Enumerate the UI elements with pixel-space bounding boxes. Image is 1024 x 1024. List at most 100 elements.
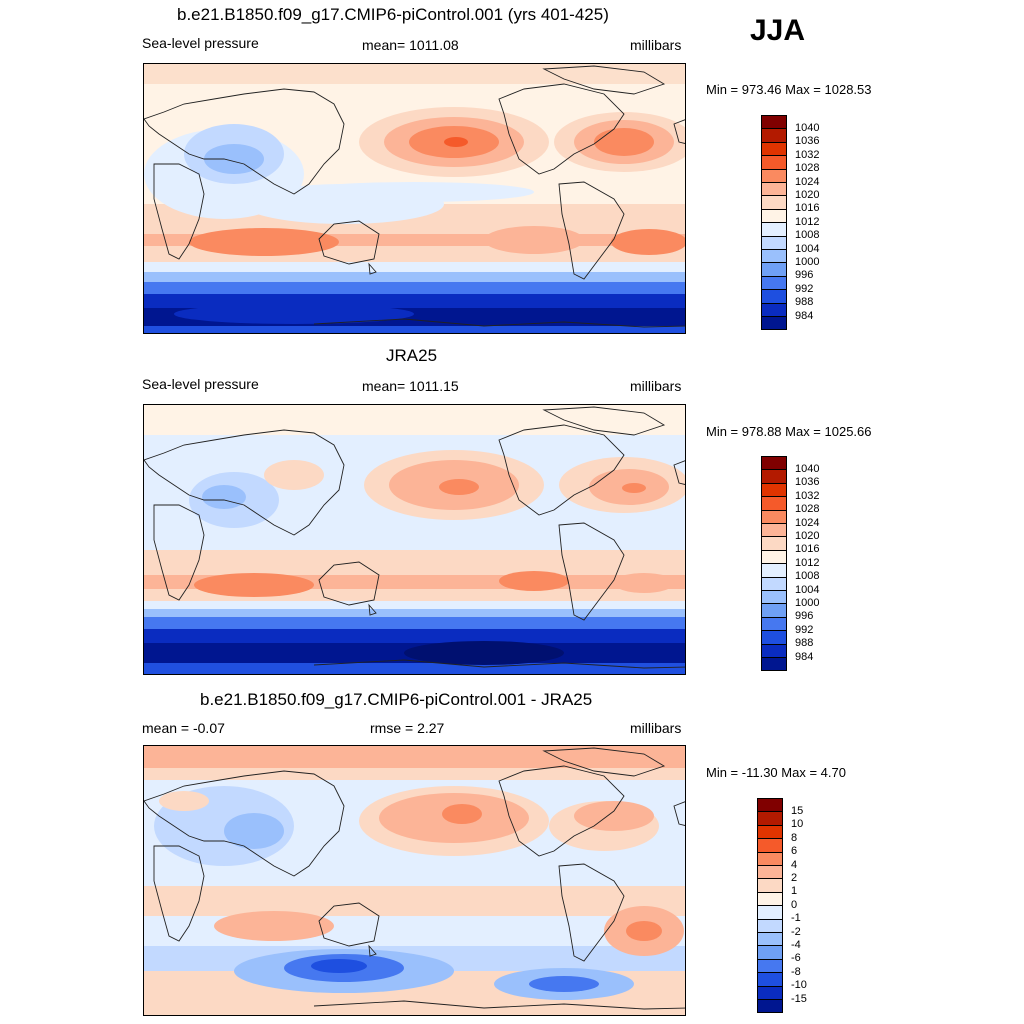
- season-label: JJA: [750, 14, 806, 47]
- colorbar-tick-label: 1004: [795, 242, 820, 255]
- panel-minmax-label: Min = 978.88 Max = 1025.66: [706, 424, 872, 439]
- colorbar-tick-label: 10: [791, 818, 804, 831]
- colorbar-swatch: [757, 918, 783, 933]
- panel-variable-label: Sea-level pressure: [142, 376, 259, 392]
- colorbar-tick-label: 1008: [795, 570, 820, 583]
- panel-mean-label: mean= 1011.15: [362, 378, 459, 394]
- panel-variable-label: Sea-level pressure: [142, 35, 259, 51]
- colorbar-tick-label: 1000: [795, 255, 820, 268]
- colorbar-tick-label: 1024: [795, 516, 820, 529]
- colorbar-tick-label: 1032: [795, 148, 820, 161]
- colorbar-tick-label: 984: [795, 309, 814, 322]
- colorbar-tick-label: 6: [791, 845, 798, 858]
- colorbar-tick-label: 1012: [795, 556, 820, 569]
- colorbar-swatch: [761, 182, 787, 197]
- colorbar-swatch: [761, 482, 787, 498]
- colorbar-swatch: [761, 549, 787, 565]
- colorbar-swatch: [761, 275, 787, 291]
- colorbar-swatch: [761, 249, 787, 264]
- colorbar-swatch: [761, 616, 787, 632]
- colorbar-tick-label: 992: [795, 282, 814, 295]
- panel-units-label: millibars: [630, 720, 682, 736]
- colorbar-swatch: [757, 878, 783, 893]
- colorbar-tick-label: 1036: [795, 135, 820, 148]
- colorbar-swatch: [757, 838, 783, 853]
- panel-title-diff: b.e21.B1850.f09_g17.CMIP6-piControl.001 …: [200, 690, 593, 709]
- colorbar-tick-label: 8: [791, 831, 798, 844]
- colorbar-swatch: [761, 235, 787, 250]
- colorbar-tick-label: 1024: [795, 175, 820, 188]
- colorbar-swatch: [761, 496, 787, 511]
- colorbar-tick-label: -8: [791, 965, 801, 978]
- colorbar-tick-label: 15: [791, 804, 804, 817]
- colorbar-tick-label: 996: [795, 610, 814, 623]
- panel-title-obs: JRA25: [386, 346, 438, 365]
- colorbar-swatch: [757, 972, 783, 987]
- colorbar-swatch: [761, 657, 787, 672]
- colorbar-swatch: [761, 523, 787, 538]
- colorbar-tick-label: 984: [795, 650, 814, 663]
- colorbar-tick-label: 1000: [795, 596, 820, 609]
- colorbar-obs: 1040 1036 1032 1028 1024 1020 1016 1012 1008 1004…: [761, 456, 861, 672]
- colorbar-swatch: [761, 302, 787, 317]
- colorbar-swatch: [757, 851, 783, 866]
- colorbar-tick-label: 1012: [795, 215, 820, 228]
- colorbar-swatch: [757, 945, 783, 960]
- colorbar-tick-label: 1036: [795, 476, 820, 489]
- colorbar-swatch: [761, 469, 787, 484]
- colorbar-swatch: [757, 824, 783, 840]
- colorbar-tick-label: -4: [791, 938, 801, 951]
- colorbar-model: 1040 1036 1032 1028 1024 1020 1016 1012 1008 1004…: [761, 115, 861, 331]
- colorbar-swatch: [757, 865, 783, 880]
- panel-units-label: millibars: [630, 378, 682, 394]
- colorbar-tick-label: -2: [791, 925, 801, 938]
- colorbar-swatch: [761, 563, 787, 578]
- colorbar-swatch: [761, 603, 787, 618]
- colorbar-tick-label: 1004: [795, 583, 820, 596]
- colorbar-swatch: [761, 289, 787, 304]
- panel-mean-label: mean = -0.07: [142, 720, 225, 736]
- colorbar-tick-label: 988: [795, 296, 814, 309]
- colorbar-swatch: [761, 630, 787, 645]
- colorbar-tick-label: 1016: [795, 543, 820, 556]
- colorbar-swatch: [761, 155, 787, 170]
- colorbar-tick-label: -10: [791, 979, 807, 992]
- colorbar-tick-label: 0: [791, 898, 798, 911]
- panel-rmse-label: rmse = 2.27: [370, 720, 445, 736]
- colorbar-swatch: [757, 932, 783, 947]
- colorbar-tick-label: 1008: [795, 229, 820, 242]
- colorbar-tick-label: -6: [791, 952, 801, 965]
- colorbar-swatch: [757, 811, 783, 826]
- colorbar-tick-label: 4: [791, 858, 798, 871]
- colorbar-swatch: [761, 141, 787, 157]
- panel-mean-label: mean= 1011.08: [362, 37, 459, 53]
- map-obs: [143, 404, 686, 675]
- colorbar-tick-label: 1028: [795, 503, 820, 516]
- colorbar-swatch: [761, 536, 787, 551]
- colorbar-swatch: [761, 509, 787, 524]
- colorbar-swatch: [761, 115, 787, 130]
- colorbar-tick-label: 996: [795, 269, 814, 282]
- colorbar-tick-label: -1: [791, 912, 801, 925]
- colorbar-tick-label: -15: [791, 992, 807, 1005]
- colorbar-swatch: [761, 168, 787, 183]
- colorbar-swatch: [761, 576, 787, 591]
- colorbar-swatch: [761, 643, 787, 658]
- colorbar-swatch: [761, 456, 787, 471]
- panel-minmax-label: Min = -11.30 Max = 4.70: [706, 765, 846, 780]
- colorbar-swatch: [761, 316, 787, 331]
- colorbar-tick-label: 2: [791, 871, 798, 884]
- colorbar-tick-label: 1: [791, 885, 798, 898]
- colorbar-tick-label: 1040: [795, 462, 820, 475]
- map-diff: [143, 745, 686, 1016]
- colorbar-swatch: [757, 999, 783, 1014]
- colorbar-swatch: [757, 891, 783, 907]
- panel-minmax-label: Min = 973.46 Max = 1028.53: [706, 82, 872, 97]
- colorbar-swatch: [761, 262, 787, 277]
- colorbar-tick-label: 1020: [795, 188, 820, 201]
- colorbar-swatch: [761, 590, 787, 605]
- colorbar-swatch: [761, 208, 787, 224]
- panel-units-label: millibars: [630, 37, 682, 53]
- colorbar-swatch: [757, 798, 783, 813]
- colorbar-swatch: [761, 128, 787, 143]
